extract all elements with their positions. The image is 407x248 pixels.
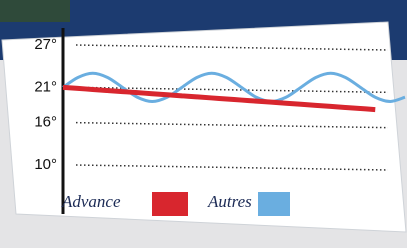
legend-swatch	[258, 192, 290, 216]
photo-strip	[0, 0, 70, 22]
y-tick-label: 10°	[34, 156, 57, 173]
legend-label: Advance	[61, 192, 121, 211]
page: {"chart_data": {"type": "line", "categor…	[0, 0, 407, 248]
y-tick-label: 27°	[34, 36, 57, 53]
y-tick-label: 16°	[34, 114, 57, 131]
y-tick-label: 21°	[34, 78, 57, 95]
legend-label: Autres	[207, 192, 252, 211]
chart: 10° 16° 21° 27° Advance Autres	[0, 0, 407, 248]
legend-swatch	[152, 192, 188, 216]
